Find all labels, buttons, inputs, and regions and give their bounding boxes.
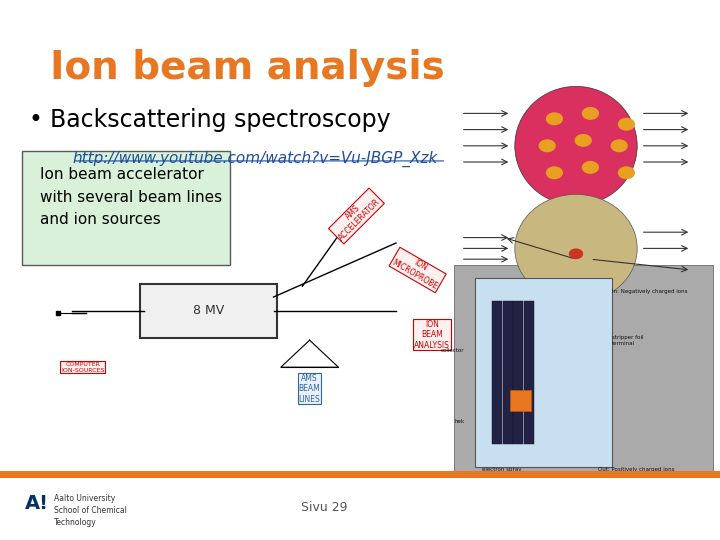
Circle shape: [618, 166, 635, 179]
Circle shape: [569, 248, 583, 259]
Bar: [0, 471, 720, 478]
FancyBboxPatch shape: [140, 284, 277, 338]
Circle shape: [575, 134, 592, 147]
Circle shape: [539, 139, 556, 152]
Text: Ion beam analysis: Ion beam analysis: [50, 49, 445, 86]
Circle shape: [611, 139, 628, 152]
Text: electron spray: electron spray: [482, 467, 522, 472]
Text: stripper foil
terminal: stripper foil terminal: [612, 335, 644, 346]
FancyBboxPatch shape: [524, 301, 534, 444]
FancyBboxPatch shape: [22, 151, 230, 265]
FancyBboxPatch shape: [454, 265, 713, 475]
Text: 8 MV: 8 MV: [193, 304, 225, 317]
Ellipse shape: [515, 86, 637, 205]
Text: •: •: [29, 108, 42, 132]
FancyBboxPatch shape: [492, 301, 502, 444]
Text: Sivu 29: Sivu 29: [301, 501, 347, 514]
Text: In: Negatively charged ions: In: Negatively charged ions: [612, 289, 688, 294]
Text: A!: A!: [25, 494, 49, 513]
Text: Backscattering spectroscopy: Backscattering spectroscopy: [50, 108, 391, 132]
Text: Ion beam accelerator
with several beam lines
and ion sources: Ion beam accelerator with several beam l…: [40, 167, 222, 227]
Circle shape: [546, 112, 563, 125]
Ellipse shape: [515, 194, 637, 302]
Text: COMPUTER
ION-SOURCES: COMPUTER ION-SOURCES: [61, 362, 104, 373]
Text: ION
BEAM
ANALYSIS: ION BEAM ANALYSIS: [414, 320, 450, 350]
FancyBboxPatch shape: [503, 301, 513, 444]
Circle shape: [618, 118, 635, 131]
Circle shape: [546, 166, 563, 179]
Circle shape: [582, 161, 599, 174]
FancyBboxPatch shape: [513, 301, 523, 444]
Circle shape: [582, 107, 599, 120]
Text: AMS
ACCELERATOR: AMS ACCELERATOR: [330, 190, 383, 242]
Text: Out: Positively charged ions: Out: Positively charged ions: [598, 467, 674, 472]
Text: collector: collector: [441, 348, 464, 354]
Text: ION
MICROPROBE: ION MICROPROBE: [391, 249, 444, 291]
Text: hek: hek: [454, 418, 464, 424]
FancyBboxPatch shape: [475, 278, 612, 467]
Text: AMS
BEAM
LINES: AMS BEAM LINES: [299, 374, 320, 404]
Text: http://www.youtube.com/watch?v=Vu-JBGP_Xzk: http://www.youtube.com/watch?v=Vu-JBGP_X…: [72, 151, 437, 167]
FancyBboxPatch shape: [510, 390, 531, 411]
Text: Aalto University
School of Chemical
Technology: Aalto University School of Chemical Tech…: [54, 494, 127, 526]
